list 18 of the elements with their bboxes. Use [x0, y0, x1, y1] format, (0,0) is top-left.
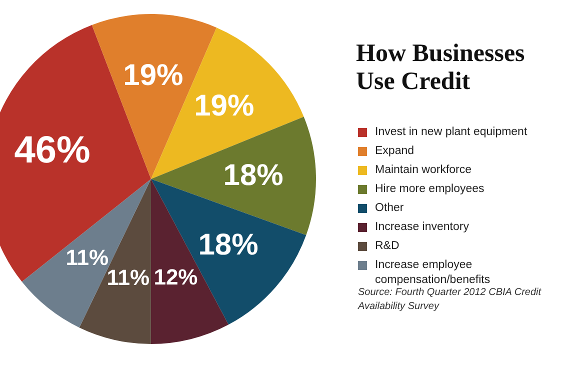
- data-label: 18%: [198, 228, 258, 262]
- legend-label: Increase employee compensation/benefits: [375, 258, 492, 288]
- data-label: 12%: [154, 264, 198, 290]
- data-label: 11%: [66, 245, 109, 270]
- data-label: 19%: [123, 58, 184, 92]
- legend-label: Invest in new plant equipment: [375, 125, 528, 140]
- source-note: Source: Fourth Quarter 2012 CBIA Credit Availability Survey: [358, 286, 542, 314]
- data-label: 19%: [194, 90, 254, 123]
- legend-label: Other: [375, 201, 404, 216]
- data-label: 18%: [223, 159, 284, 192]
- legend-label: Hire more employees: [375, 182, 484, 197]
- text: How Businesses Use Credit: [356, 40, 526, 96]
- legend-label: R&D: [375, 239, 400, 254]
- legend-label: Increase inventory: [375, 220, 469, 235]
- legend-label: Expand: [375, 144, 414, 159]
- data-label: 46%: [14, 130, 90, 172]
- data-label: 11%: [106, 264, 150, 290]
- legend-label: Maintain workforce: [375, 163, 472, 178]
